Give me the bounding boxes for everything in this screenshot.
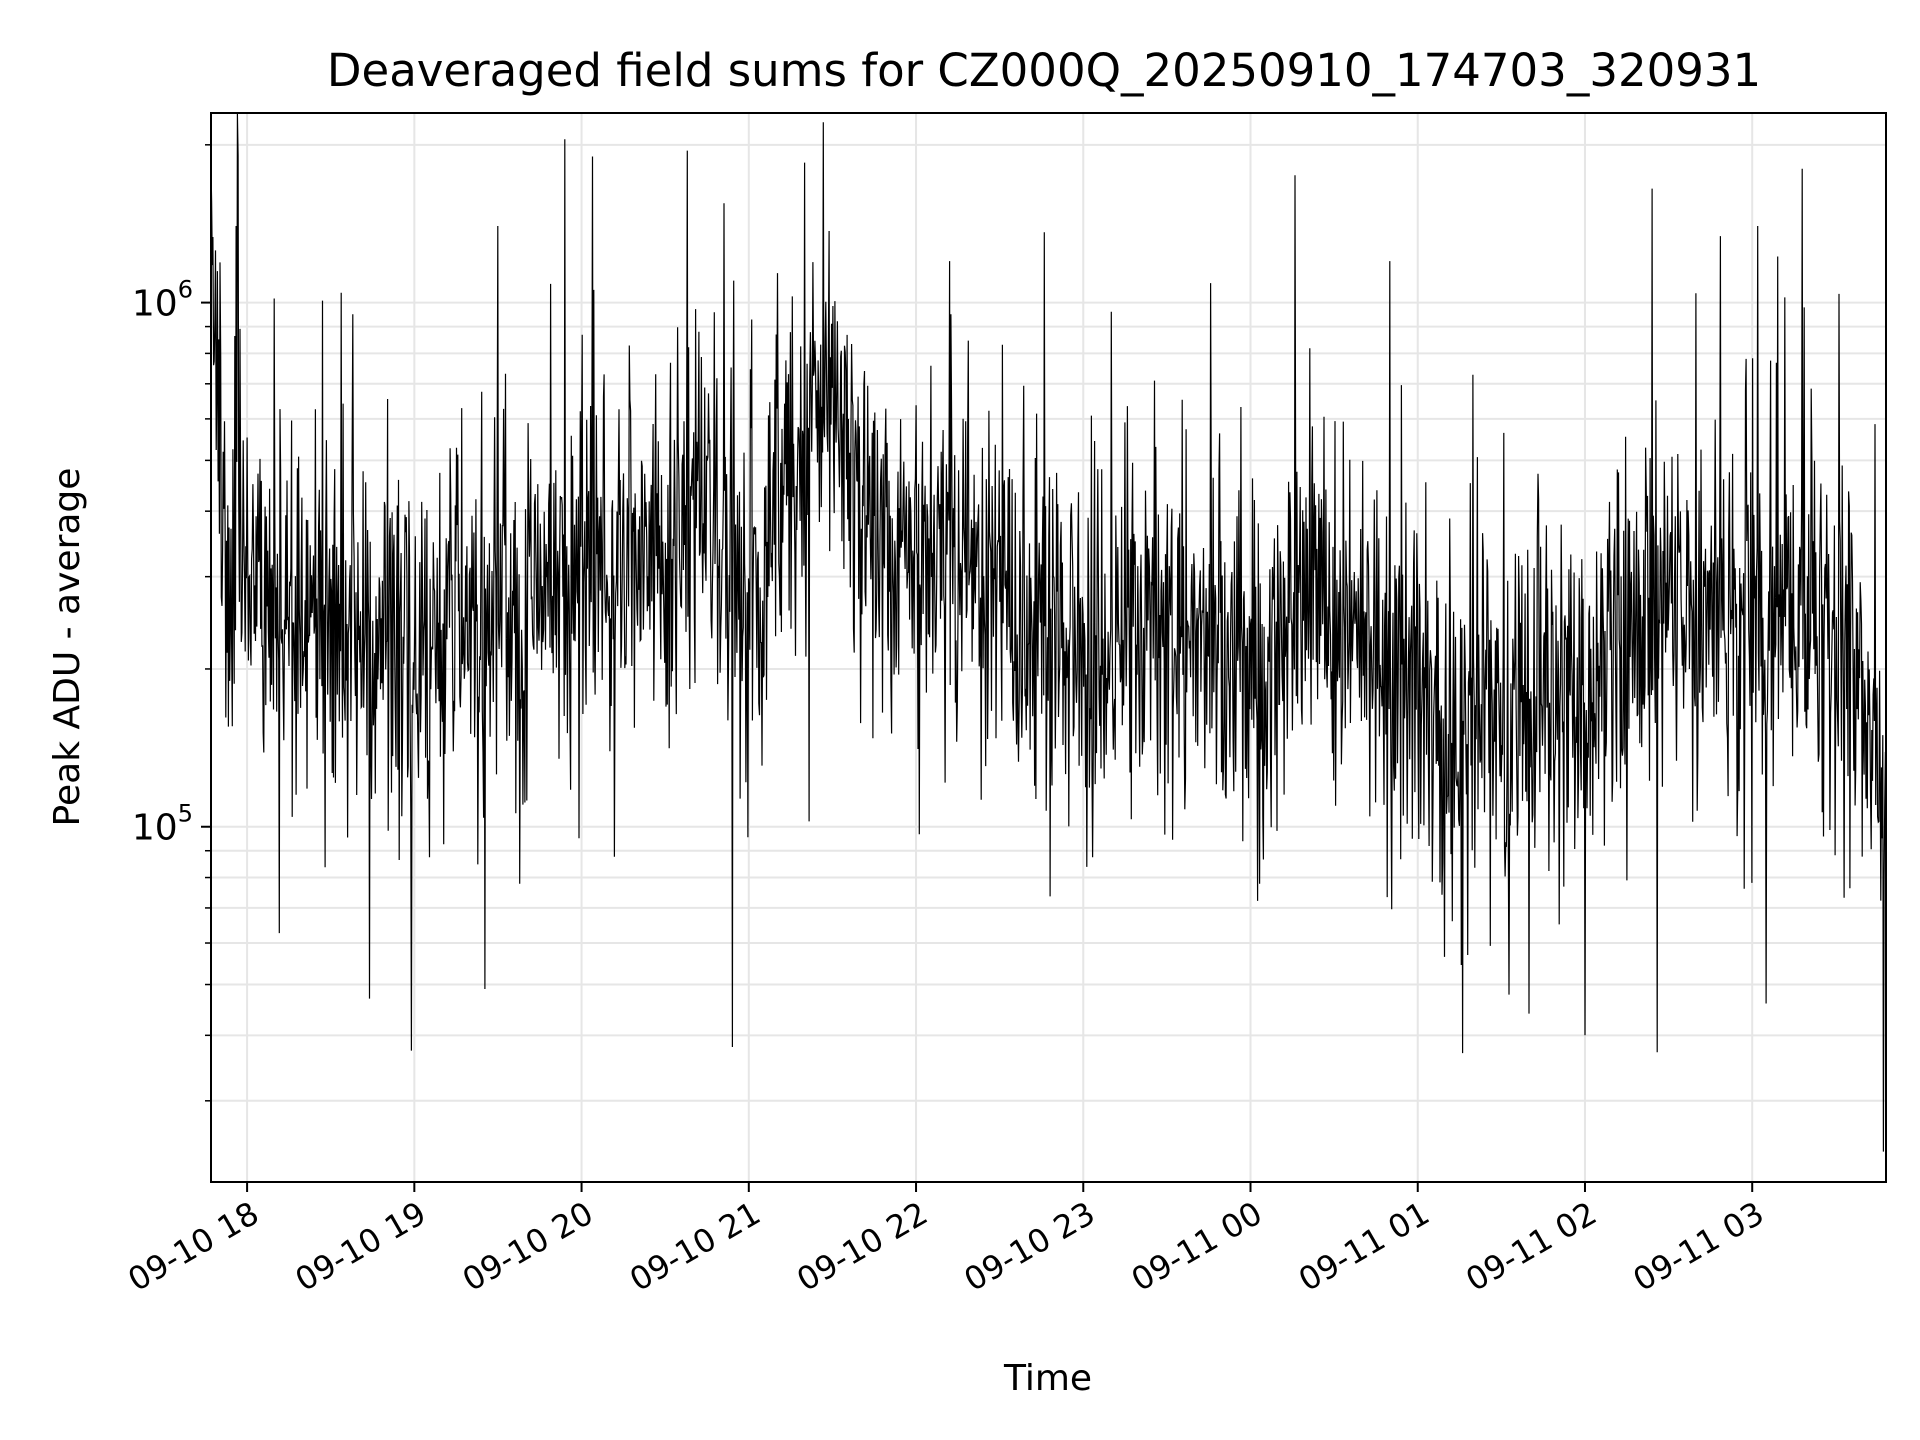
x-axis-label: Time xyxy=(1003,1358,1092,1399)
y-axis: 105 106 xyxy=(132,144,211,1102)
series-group xyxy=(211,113,1886,1152)
chart-title: Deaveraged field sums for CZ000Q_2025091… xyxy=(327,44,1761,97)
plot-frame xyxy=(210,112,1887,1183)
series-line xyxy=(211,113,1886,1152)
y-axis-label: Peak ADU - average xyxy=(47,468,88,827)
y-tick-label: 106 xyxy=(132,276,193,325)
y-tick-label: 105 xyxy=(132,800,193,849)
plot-content xyxy=(211,113,1886,1152)
